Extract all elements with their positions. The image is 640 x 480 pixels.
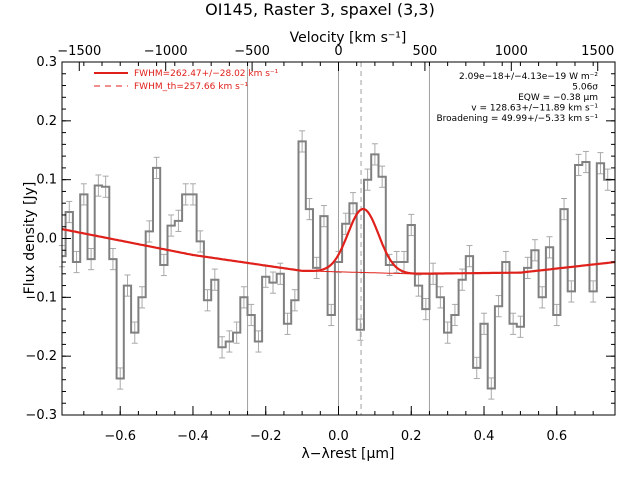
y-tick-label: −0.2 bbox=[25, 349, 57, 364]
plot-title: OI145, Raster 3, spaxel (3,3) bbox=[205, 0, 435, 19]
fit-info-line: 5.06σ bbox=[572, 83, 598, 93]
x-tick-label: 0.4 bbox=[474, 429, 495, 444]
x-tick-label: 0.2 bbox=[401, 429, 422, 444]
x-tick-label: 0.6 bbox=[546, 429, 567, 444]
top-tick-label: 500 bbox=[412, 44, 437, 59]
x-tick-label: 0.0 bbox=[328, 429, 349, 444]
spectrum-series bbox=[62, 140, 612, 390]
y-tick-label: 0.2 bbox=[36, 114, 57, 129]
fit-info-line: Broadening = 49.99+/−5.33 km s⁻¹ bbox=[437, 114, 599, 124]
plot-area: −0.6 −0.4 −0.2 0.0 0.2 0.4 0.6 −1500 −1000 −500 0 5… bbox=[25, 44, 616, 444]
top-tick-label: 1000 bbox=[495, 44, 528, 59]
x-tick-label: −0.4 bbox=[177, 429, 209, 444]
top-tick-label: 0 bbox=[334, 44, 342, 59]
top-tick-label: 1500 bbox=[581, 44, 614, 59]
y-tick-label: 0.3 bbox=[36, 55, 57, 70]
fit-info-line: 2.09e−18+/−4.13e−19 W m⁻² bbox=[459, 72, 598, 82]
line-fit bbox=[61, 207, 616, 275]
y-tick-label: 0.0 bbox=[36, 232, 57, 247]
y-tick-label: −0.1 bbox=[25, 290, 57, 305]
top-tick-label: −1000 bbox=[144, 44, 188, 59]
x-tick-label: −0.6 bbox=[104, 429, 136, 444]
y-axis-title: Flux density [Jy] bbox=[22, 182, 38, 295]
x-tick-label: −0.2 bbox=[250, 429, 282, 444]
y-tick-label: −0.3 bbox=[25, 408, 57, 423]
top-tick-label: −1500 bbox=[57, 44, 101, 59]
legend-label: FWHM_th=257.66 km s⁻¹ bbox=[134, 82, 249, 92]
legend-label: FWHM=262.47+/−28.02 km s⁻¹ bbox=[134, 69, 279, 79]
fit-info-line: v = 128.63+/−11.89 km s⁻¹ bbox=[471, 104, 598, 114]
top-tick-label: −500 bbox=[234, 44, 270, 59]
x-axis-title: λ−λrest [μm] bbox=[301, 446, 394, 462]
top-axis-title: Velocity [km s⁻¹] bbox=[290, 30, 407, 46]
fit-info-line: EQW = −0.38 μm bbox=[518, 93, 598, 103]
y-tick-label: 0.1 bbox=[36, 173, 57, 188]
